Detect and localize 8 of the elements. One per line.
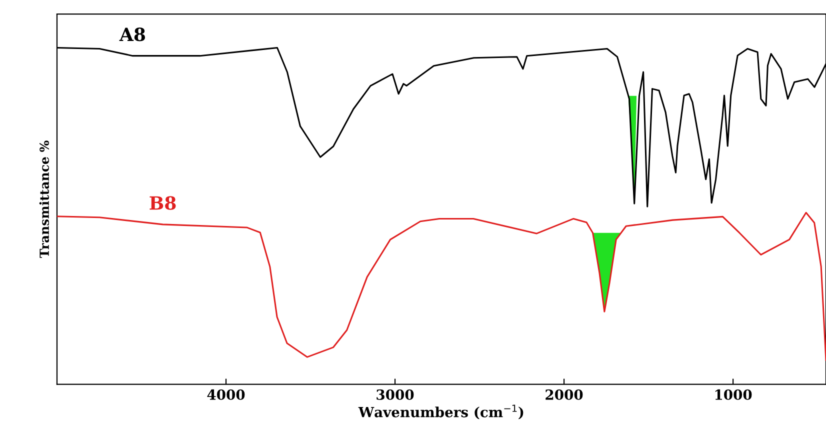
y-axis-title: Transmittance % — [39, 140, 50, 258]
x-tick-label: 2000 — [546, 389, 583, 400]
series-label: B8 — [150, 196, 176, 210]
series-label: A8 — [119, 28, 146, 42]
x-tick-label: 1000 — [715, 389, 752, 400]
x-axis-title: Wavenumbers (cm$^{−1}$) — [358, 404, 524, 420]
x-tick-label: 4000 — [207, 389, 245, 400]
x-tick-label: 3000 — [376, 389, 414, 400]
